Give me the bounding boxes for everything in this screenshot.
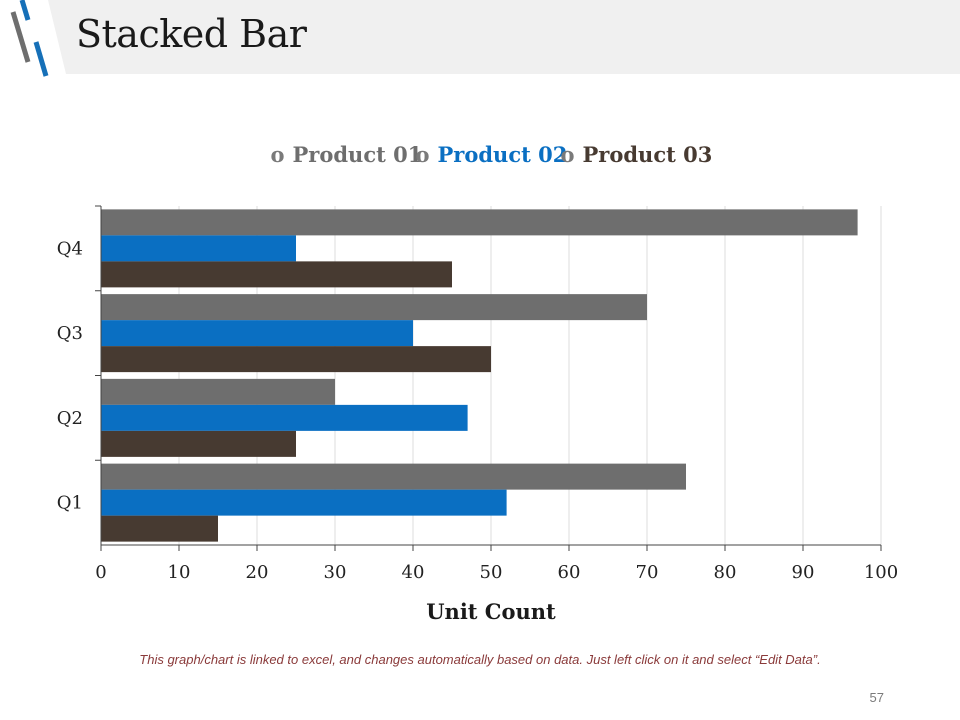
x-tick-label: 90 xyxy=(792,562,815,583)
page-title: Stacked Bar xyxy=(76,12,307,56)
x-tick-label: 30 xyxy=(324,562,347,583)
legend-item-series-2: Product 02 xyxy=(438,142,568,167)
x-tick-labels: 0 10 20 30 40 50 60 70 80 90 100 xyxy=(95,562,898,583)
chart-axes xyxy=(95,205,882,551)
bar-q1-series-1 xyxy=(101,463,686,490)
legend-marker-icon: o xyxy=(561,142,575,167)
bar-q1-series-3 xyxy=(101,515,218,542)
bar-q3-series-3 xyxy=(101,346,491,373)
bar-q3-series-2 xyxy=(101,320,413,347)
x-tick-label: 50 xyxy=(480,562,503,583)
bar-q1-series-2 xyxy=(101,489,507,516)
bar-q2-series-2 xyxy=(101,404,468,431)
x-tick-label: 40 xyxy=(402,562,425,583)
x-tick-label: 0 xyxy=(95,562,106,583)
y-tick-label: Q1 xyxy=(57,493,83,514)
chart-bars xyxy=(101,209,858,542)
bar-q2-series-1 xyxy=(101,378,335,405)
bar-q2-series-3 xyxy=(101,430,296,457)
header-band xyxy=(48,0,960,74)
x-tick-label: 10 xyxy=(168,562,191,583)
page-number: 57 xyxy=(869,690,884,705)
bar-q3-series-1 xyxy=(101,294,647,321)
x-tick-label: 80 xyxy=(714,562,737,583)
logo-slash-blue-top xyxy=(19,0,31,21)
legend-item-series-3: Product 03 xyxy=(583,142,713,167)
bar-q4-series-1 xyxy=(101,209,858,236)
logo-slash-gray xyxy=(10,11,31,63)
bar-q4-series-2 xyxy=(101,235,296,262)
legend-marker-icon: o xyxy=(271,142,285,167)
y-tick-label: Q2 xyxy=(57,408,83,429)
logo-slash-icon xyxy=(10,0,49,77)
x-tick-label: 70 xyxy=(636,562,659,583)
bar-q4-series-3 xyxy=(101,261,452,288)
logo-slash-blue-bottom xyxy=(33,41,49,77)
y-tick-label: Q4 xyxy=(57,238,83,259)
x-tick-label: 60 xyxy=(558,562,581,583)
chart-legend: o Product 01o Product 02o Product 03 xyxy=(271,142,713,167)
x-tick-label: 20 xyxy=(246,562,269,583)
x-tick-label: 100 xyxy=(864,562,898,583)
y-tick-labels: Q1 Q2 Q3 Q4 xyxy=(57,238,83,513)
y-tick-label: Q3 xyxy=(57,323,83,344)
x-axis-title: Unit Count xyxy=(426,599,556,624)
legend-item-series-1: Product 01 xyxy=(293,142,423,167)
legend-marker-icon: o xyxy=(416,142,430,167)
footer-note: This graph/chart is linked to excel, and… xyxy=(139,652,821,667)
